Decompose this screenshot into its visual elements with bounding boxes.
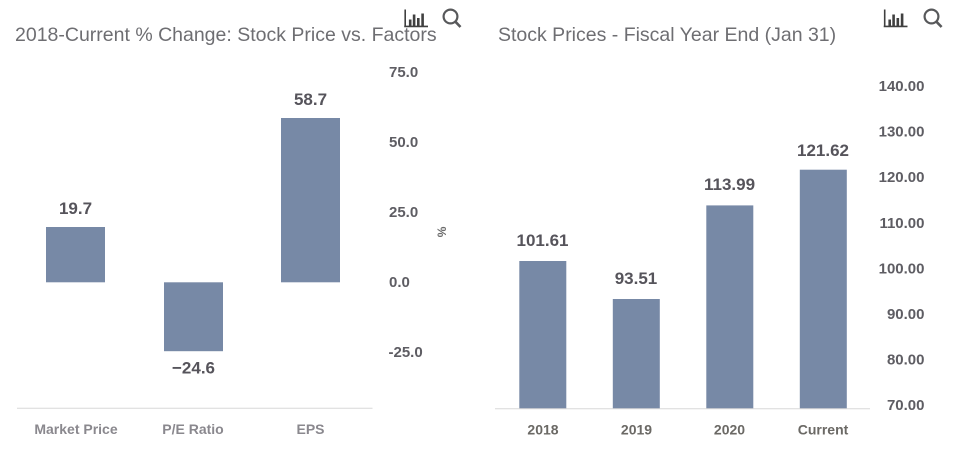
svg-text:93.51: 93.51 bbox=[615, 269, 658, 288]
svg-text:50.0: 50.0 bbox=[389, 134, 418, 151]
svg-text:P/E Ratio: P/E Ratio bbox=[162, 421, 223, 437]
svg-text:70.00: 70.00 bbox=[887, 397, 925, 414]
svg-text:90.00: 90.00 bbox=[887, 306, 925, 323]
svg-text:130.00: 130.00 bbox=[879, 124, 925, 141]
svg-text:110.00: 110.00 bbox=[879, 215, 924, 232]
svg-text:−24.6: −24.6 bbox=[172, 359, 215, 378]
svg-text:0.0: 0.0 bbox=[389, 274, 410, 291]
svg-text:2020: 2020 bbox=[714, 422, 745, 438]
svg-text:58.7: 58.7 bbox=[294, 90, 327, 109]
svg-text:19.7: 19.7 bbox=[59, 199, 92, 218]
svg-text:2018-Current % Change: Stock P: 2018-Current % Change: Stock Price vs. F… bbox=[15, 24, 437, 46]
svg-text:75.0: 75.0 bbox=[389, 64, 418, 81]
svg-text:25.0: 25.0 bbox=[389, 204, 418, 221]
svg-text:120.00: 120.00 bbox=[879, 169, 925, 186]
svg-text:140.00: 140.00 bbox=[879, 78, 925, 95]
svg-text:80.00: 80.00 bbox=[887, 352, 925, 369]
svg-text:113.99: 113.99 bbox=[704, 175, 755, 194]
svg-text:2018: 2018 bbox=[527, 422, 558, 438]
svg-text:2019: 2019 bbox=[621, 422, 652, 438]
svg-text:Stock Prices - Fiscal Year End: Stock Prices - Fiscal Year End (Jan 31) bbox=[498, 24, 836, 46]
svg-text:Market Price: Market Price bbox=[34, 421, 117, 437]
svg-text:101.61: 101.61 bbox=[517, 231, 569, 250]
svg-text:121.62: 121.62 bbox=[797, 141, 849, 160]
svg-text:%: % bbox=[435, 227, 449, 238]
svg-text:-25.0: -25.0 bbox=[389, 344, 423, 361]
svg-text:100.00: 100.00 bbox=[879, 260, 925, 277]
svg-text:Current: Current bbox=[798, 422, 849, 438]
svg-text:EPS: EPS bbox=[296, 421, 324, 437]
